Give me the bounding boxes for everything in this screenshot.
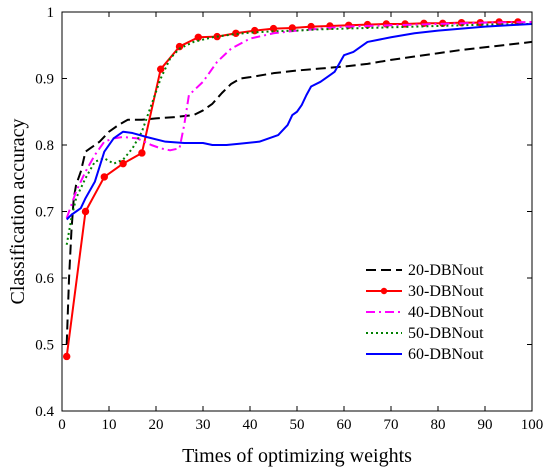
x-tick-label: 90 [478,417,493,433]
data-point [62,352,71,361]
y-axis-label: Classification accuracy [7,118,29,304]
x-tick-label: 0 [58,417,66,433]
y-tick-label: 0.8 [35,138,54,154]
series-line [65,22,532,221]
y-tick-label: 1 [47,5,55,21]
y-tick-label: 0.9 [35,72,54,88]
y-tick-label: 0.5 [35,338,54,354]
x-axis-ticks: 0 10 20 30 40 50 60 70 80 90 100 [58,12,543,433]
legend-marker [380,287,388,295]
series-layer [62,18,532,361]
series-line [65,40,532,345]
data-point [119,159,127,168]
legend-label: 60-DBNout [408,346,484,363]
data-point [175,42,184,51]
y-tick-label: 0.6 [35,271,54,287]
legend-label: 30-DBNout [408,283,484,300]
x-axis-label: Times of optimizing weights [182,445,412,467]
x-tick-label: 10 [102,417,117,433]
legend-label: 50-DBNout [408,325,484,342]
series-line [65,22,532,245]
data-point [81,207,90,216]
data-point [157,65,165,73]
y-tick-label: 0.7 [35,205,54,221]
legend-label: 20-DBNout [408,262,484,279]
series-50-DBNout [65,22,532,245]
series-20-DBNout [65,40,532,345]
y-tick-label: 0.4 [35,404,54,420]
data-point [138,149,146,157]
x-tick-label: 50 [290,417,305,433]
legend-label: 40-DBNout [408,304,484,321]
x-tick-label: 100 [521,417,544,433]
data-point [194,33,203,41]
legend: 20-DBNout 30-DBNout 40-DBNout 50-DBNout 60-D… [366,262,484,363]
data-point [100,173,109,181]
x-tick-label: 60 [337,417,352,433]
data-point [269,24,278,33]
x-tick-label: 20 [149,417,164,433]
x-tick-label: 80 [431,417,446,433]
x-tick-label: 40 [243,417,258,433]
series-60-DBNout [65,22,532,221]
x-tick-label: 70 [384,417,399,433]
x-tick-label: 30 [196,417,211,433]
y-axis-ticks: 0.4 0.5 0.6 0.7 0.8 0.9 1 [35,5,532,420]
